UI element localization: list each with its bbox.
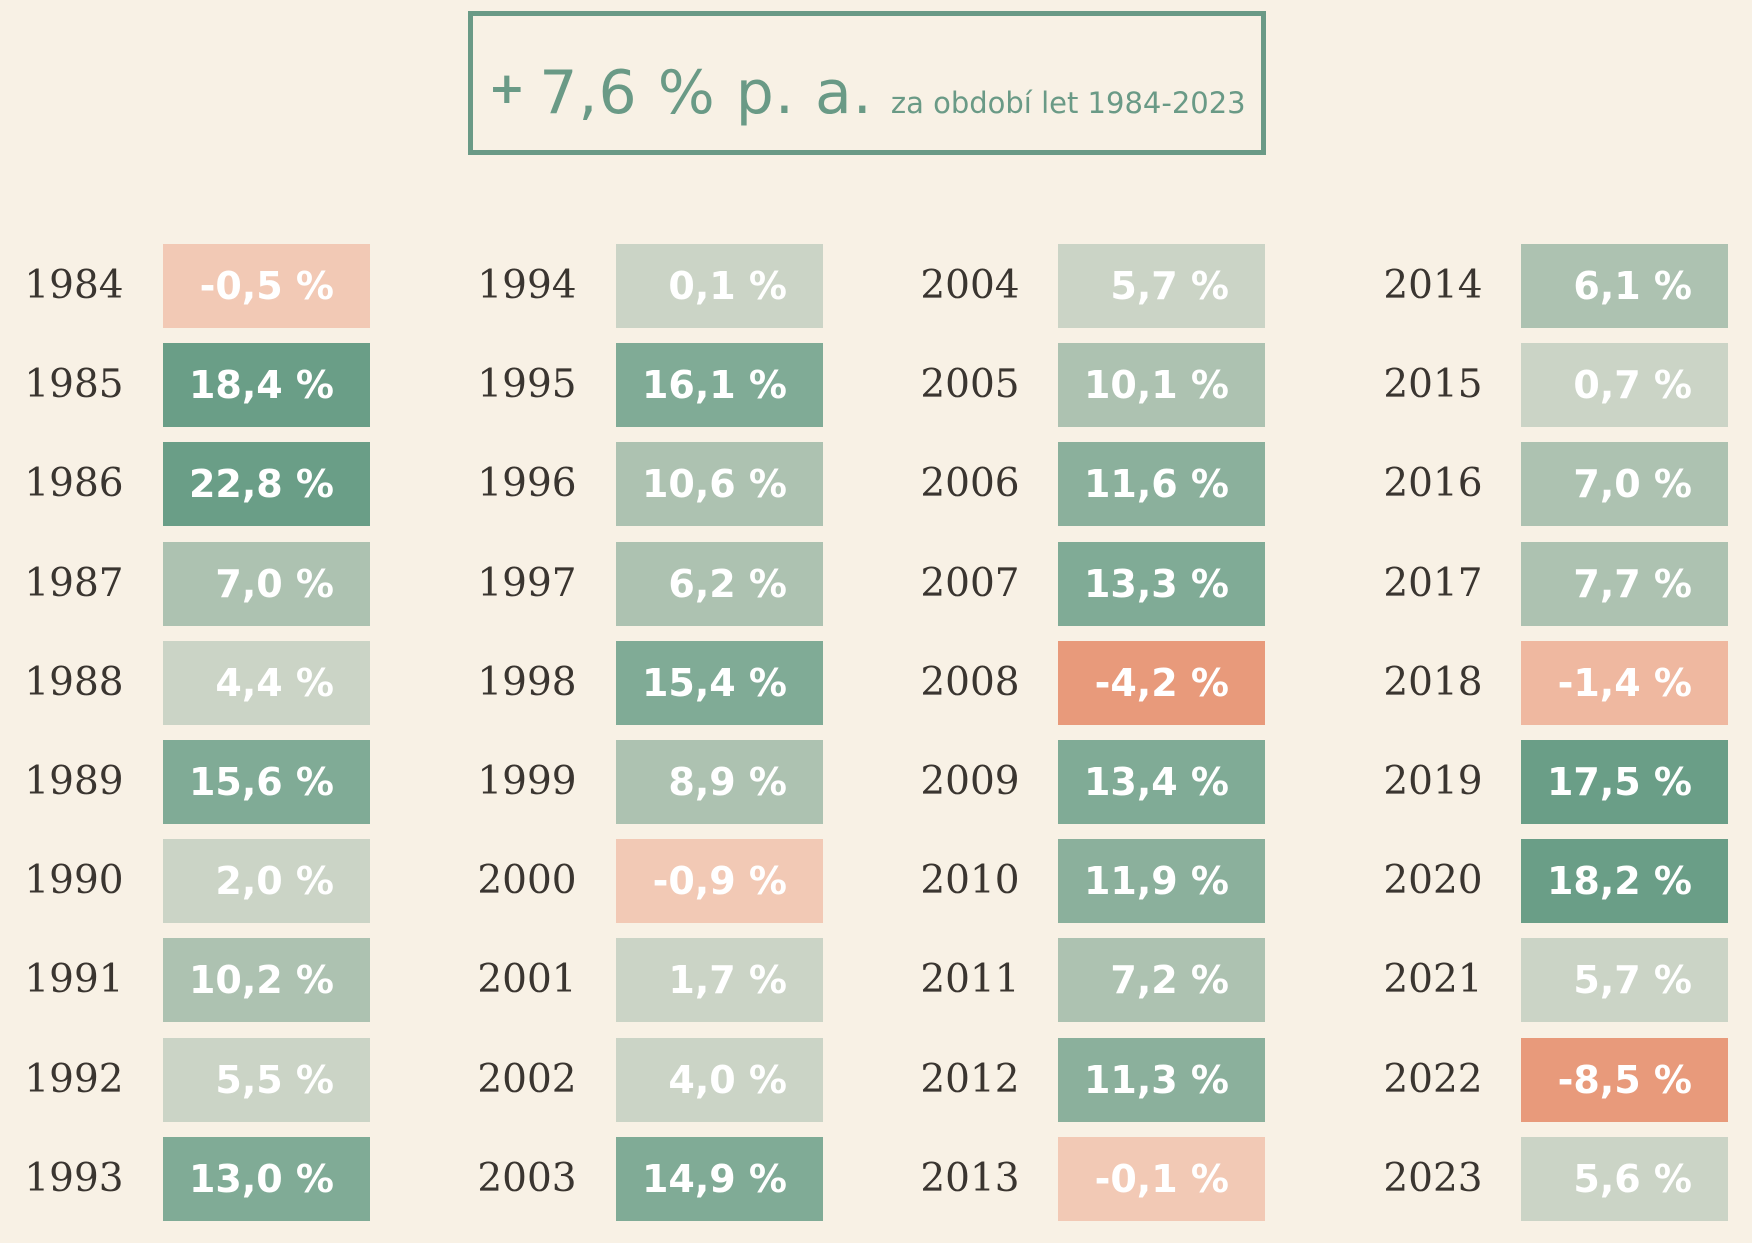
banner-average-value: 7,6 % p. a. — [539, 58, 873, 128]
year-label: 2012 — [920, 1057, 1020, 1102]
return-cell: -0,1 % — [1058, 1137, 1265, 1221]
year-label: 2005 — [920, 362, 1020, 407]
year-label: 2023 — [1383, 1156, 1483, 1201]
return-cell: 5,6 % — [1521, 1137, 1728, 1221]
year-label: 2019 — [1383, 759, 1483, 804]
year-label: 2016 — [1383, 461, 1483, 506]
year-label: 1997 — [477, 561, 577, 606]
return-cell: -0,5 % — [163, 244, 370, 328]
return-cell: 7,0 % — [163, 542, 370, 626]
return-cell: 0,7 % — [1521, 343, 1728, 427]
year-label: 2000 — [477, 858, 577, 903]
year-label: 1986 — [24, 461, 124, 506]
year-label: 2021 — [1383, 957, 1483, 1002]
year-label: 2017 — [1383, 561, 1483, 606]
return-cell: 11,3 % — [1058, 1038, 1265, 1122]
return-cell: 6,2 % — [616, 542, 823, 626]
return-cell: 11,9 % — [1058, 839, 1265, 923]
return-cell: 10,2 % — [163, 938, 370, 1022]
return-cell: 15,6 % — [163, 740, 370, 824]
return-cell: 14,9 % — [616, 1137, 823, 1221]
year-label: 2008 — [920, 660, 1020, 705]
year-label: 2009 — [920, 759, 1020, 804]
return-cell: 5,5 % — [163, 1038, 370, 1122]
year-label: 2011 — [920, 957, 1020, 1002]
year-label: 1987 — [24, 561, 124, 606]
year-label: 1999 — [477, 759, 577, 804]
return-cell: 4,0 % — [616, 1038, 823, 1122]
return-cell: 18,2 % — [1521, 839, 1728, 923]
year-label: 1984 — [24, 263, 124, 308]
return-cell: -0,9 % — [616, 839, 823, 923]
return-cell: 4,4 % — [163, 641, 370, 725]
return-cell: 13,4 % — [1058, 740, 1265, 824]
return-cell: 16,1 % — [616, 343, 823, 427]
year-label: 2006 — [920, 461, 1020, 506]
banner-plus-sign: + — [488, 63, 526, 114]
year-label: 1990 — [24, 858, 124, 903]
return-cell: 5,7 % — [1058, 244, 1265, 328]
return-cell: 15,4 % — [616, 641, 823, 725]
return-cell: -8,5 % — [1521, 1038, 1728, 1122]
year-label: 2022 — [1383, 1057, 1483, 1102]
year-label: 2003 — [477, 1156, 577, 1201]
year-label: 2007 — [920, 561, 1020, 606]
year-label: 1996 — [477, 461, 577, 506]
year-label: 1991 — [24, 957, 124, 1002]
return-cell: 13,3 % — [1058, 542, 1265, 626]
year-label: 2018 — [1383, 660, 1483, 705]
return-cell: 8,9 % — [616, 740, 823, 824]
year-label: 2013 — [920, 1156, 1020, 1201]
return-cell: 5,7 % — [1521, 938, 1728, 1022]
year-label: 2001 — [477, 957, 577, 1002]
return-cell: 10,1 % — [1058, 343, 1265, 427]
banner-period-note: za období let 1984-2023 — [890, 86, 1246, 120]
year-label: 2014 — [1383, 263, 1483, 308]
year-label: 2004 — [920, 263, 1020, 308]
year-label: 2010 — [920, 858, 1020, 903]
year-label: 1989 — [24, 759, 124, 804]
year-label: 1992 — [24, 1057, 124, 1102]
return-cell: 18,4 % — [163, 343, 370, 427]
year-label: 1995 — [477, 362, 577, 407]
return-cell: 0,1 % — [616, 244, 823, 328]
return-cell: -1,4 % — [1521, 641, 1728, 725]
return-cell: 13,0 % — [163, 1137, 370, 1221]
return-cell: 7,2 % — [1058, 938, 1265, 1022]
return-cell: 22,8 % — [163, 442, 370, 526]
year-label: 1994 — [477, 263, 577, 308]
year-label: 2002 — [477, 1057, 577, 1102]
year-label: 1985 — [24, 362, 124, 407]
return-cell: 10,6 % — [616, 442, 823, 526]
return-cell: -4,2 % — [1058, 641, 1265, 725]
return-cell: 17,5 % — [1521, 740, 1728, 824]
return-cell: 2,0 % — [163, 839, 370, 923]
year-label: 1988 — [24, 660, 124, 705]
return-cell: 1,7 % — [616, 938, 823, 1022]
year-label: 2020 — [1383, 858, 1483, 903]
return-cell: 7,0 % — [1521, 442, 1728, 526]
year-label: 2015 — [1383, 362, 1483, 407]
year-label: 1998 — [477, 660, 577, 705]
return-cell: 11,6 % — [1058, 442, 1265, 526]
return-cell: 7,7 % — [1521, 542, 1728, 626]
average-return-banner: + 7,6 % p. a. za období let 1984-2023 — [468, 11, 1266, 155]
return-cell: 6,1 % — [1521, 244, 1728, 328]
year-label: 1993 — [24, 1156, 124, 1201]
